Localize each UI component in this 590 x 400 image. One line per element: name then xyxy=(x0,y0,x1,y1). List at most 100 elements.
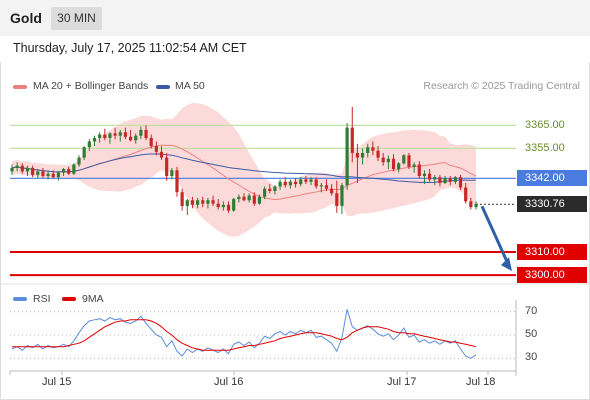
candle[interactable] xyxy=(335,193,339,206)
candle[interactable] xyxy=(201,200,205,204)
candle[interactable] xyxy=(422,173,427,177)
resistance-label: 3365.00 xyxy=(525,119,565,132)
candle[interactable] xyxy=(304,179,308,182)
candle[interactable] xyxy=(355,152,360,158)
candle[interactable] xyxy=(190,200,195,205)
candle[interactable] xyxy=(103,134,107,139)
candle[interactable] xyxy=(360,152,365,158)
candle[interactable] xyxy=(180,192,184,206)
candle[interactable] xyxy=(25,167,30,172)
candle[interactable] xyxy=(474,204,478,208)
candle[interactable] xyxy=(123,132,128,137)
candle[interactable] xyxy=(67,169,71,174)
candle[interactable] xyxy=(51,173,55,178)
candle[interactable] xyxy=(36,171,40,175)
candle[interactable] xyxy=(10,167,14,172)
candle[interactable] xyxy=(149,138,153,147)
candle[interactable] xyxy=(345,127,349,186)
candle[interactable] xyxy=(309,179,313,182)
candle[interactable] xyxy=(154,146,158,152)
candle[interactable] xyxy=(77,157,81,165)
candle[interactable] xyxy=(371,147,375,151)
candle[interactable] xyxy=(330,188,334,194)
candle[interactable] xyxy=(386,158,390,163)
candle[interactable] xyxy=(438,177,442,183)
candle[interactable] xyxy=(391,158,396,170)
candle[interactable] xyxy=(257,196,262,204)
candle[interactable] xyxy=(15,165,19,168)
candle[interactable] xyxy=(232,199,236,211)
candle[interactable] xyxy=(134,135,138,141)
rsi-ma-line xyxy=(12,319,477,351)
candle[interactable] xyxy=(278,181,282,187)
candle[interactable] xyxy=(108,133,112,139)
candle[interactable] xyxy=(288,181,292,186)
candle[interactable] xyxy=(41,171,45,177)
candle[interactable] xyxy=(61,169,66,173)
candle[interactable] xyxy=(263,188,267,197)
candle[interactable] xyxy=(247,195,251,201)
candle[interactable] xyxy=(237,196,241,200)
candle[interactable] xyxy=(206,200,210,204)
candle[interactable] xyxy=(139,129,143,136)
candle[interactable] xyxy=(314,179,318,187)
candle[interactable] xyxy=(381,157,385,163)
candle[interactable] xyxy=(159,151,164,158)
candle[interactable] xyxy=(128,136,133,141)
candle[interactable] xyxy=(350,127,354,153)
candle[interactable] xyxy=(366,147,370,153)
candle[interactable] xyxy=(448,178,452,182)
support-label: 3310.00 xyxy=(517,244,587,261)
candle[interactable] xyxy=(402,155,406,164)
candle[interactable] xyxy=(443,178,447,183)
candle[interactable] xyxy=(458,177,463,188)
candle[interactable] xyxy=(340,185,344,206)
candle[interactable] xyxy=(144,129,148,139)
ma50-line xyxy=(11,153,477,184)
candle[interactable] xyxy=(242,196,246,201)
candle[interactable] xyxy=(87,141,91,148)
candle[interactable] xyxy=(31,167,35,175)
candle[interactable] xyxy=(252,195,256,204)
candle[interactable] xyxy=(46,173,50,177)
candle[interactable] xyxy=(376,150,380,158)
candle[interactable] xyxy=(113,133,117,136)
candle[interactable] xyxy=(417,164,421,177)
candle[interactable] xyxy=(72,164,76,174)
candle[interactable] xyxy=(196,200,200,205)
candle[interactable] xyxy=(170,170,174,177)
candle[interactable] xyxy=(175,170,179,193)
candle[interactable] xyxy=(118,132,122,136)
rsi-tick-label: 50 xyxy=(525,328,538,340)
candle[interactable] xyxy=(283,181,287,186)
candle[interactable] xyxy=(211,200,215,204)
candle[interactable] xyxy=(407,155,411,167)
candle[interactable] xyxy=(185,200,189,206)
candle[interactable] xyxy=(299,179,303,185)
candle[interactable] xyxy=(216,203,220,208)
support-label: 3300.00 xyxy=(517,267,587,284)
timeframe-button[interactable]: 30 MIN xyxy=(51,7,102,30)
candle[interactable] xyxy=(165,157,169,177)
candle[interactable] xyxy=(319,185,323,187)
candle[interactable] xyxy=(82,147,86,158)
candle[interactable] xyxy=(293,181,298,185)
candle[interactable] xyxy=(20,165,24,172)
candle[interactable] xyxy=(92,138,97,142)
candle[interactable] xyxy=(268,188,272,191)
candle[interactable] xyxy=(412,164,416,167)
candle[interactable] xyxy=(453,177,457,182)
candle[interactable] xyxy=(464,187,468,202)
candle[interactable] xyxy=(221,204,225,208)
candle[interactable] xyxy=(433,177,437,180)
rsi-tick-label: 30 xyxy=(525,351,538,364)
candle[interactable] xyxy=(397,163,401,170)
candle[interactable] xyxy=(98,134,102,139)
candle[interactable] xyxy=(273,186,277,191)
candle[interactable] xyxy=(226,204,231,211)
candle[interactable] xyxy=(56,172,60,178)
candle[interactable] xyxy=(469,201,473,208)
candle[interactable] xyxy=(428,173,432,180)
candle[interactable] xyxy=(324,185,329,189)
